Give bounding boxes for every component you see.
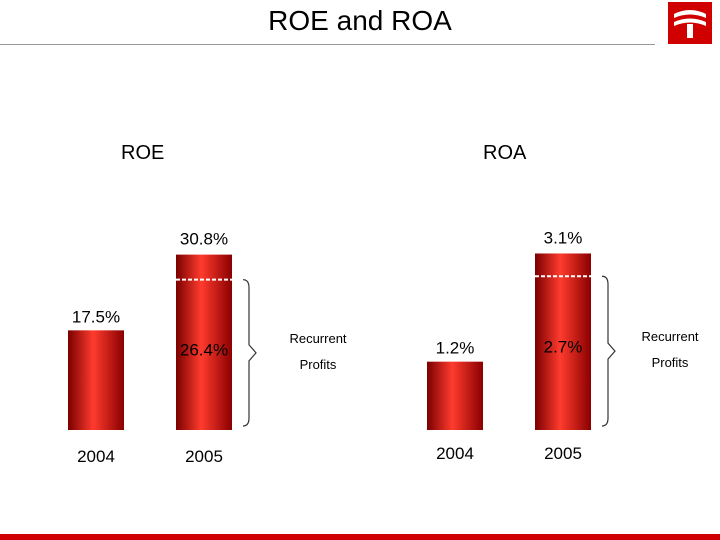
roe-recurrent-label: Recurrent	[289, 331, 346, 346]
roa-recurrent-value-label: 2.7%	[544, 337, 583, 356]
roe-bar-2004	[68, 330, 124, 430]
title-divider	[0, 44, 655, 45]
roe-panel-title: ROE	[121, 142, 165, 164]
roe-recurrent-value-label: 26.4%	[180, 341, 228, 360]
roa-panel-title: ROA	[483, 142, 527, 164]
roa-profits-label: Profits	[652, 355, 689, 370]
roa-recurrent-label: Recurrent	[641, 329, 698, 344]
roe-value-label-2004: 17.5%	[72, 307, 120, 326]
bank-logo-icon	[668, 2, 712, 44]
roa-category-label-2004: 2004	[436, 444, 474, 463]
roa-value-label-2004: 1.2%	[436, 339, 475, 358]
footer-bar	[0, 534, 720, 540]
roe-recurrent-bracket	[242, 279, 257, 427]
page-title: ROE and ROA	[268, 5, 452, 36]
roa-bar-2005	[535, 253, 591, 430]
roe-category-label-2004: 2004	[77, 447, 115, 466]
roe-value-label-2005: 30.8%	[180, 230, 228, 249]
roe-bar-2005	[176, 254, 232, 430]
roa-value-label-2005: 3.1%	[544, 228, 583, 247]
roa-bar-2004	[427, 361, 483, 430]
roa-recurrent-bracket	[601, 275, 616, 427]
roe-profits-label: Profits	[300, 357, 337, 372]
roa-category-label-2005: 2005	[544, 444, 582, 463]
roe-category-label-2005: 2005	[185, 447, 223, 466]
